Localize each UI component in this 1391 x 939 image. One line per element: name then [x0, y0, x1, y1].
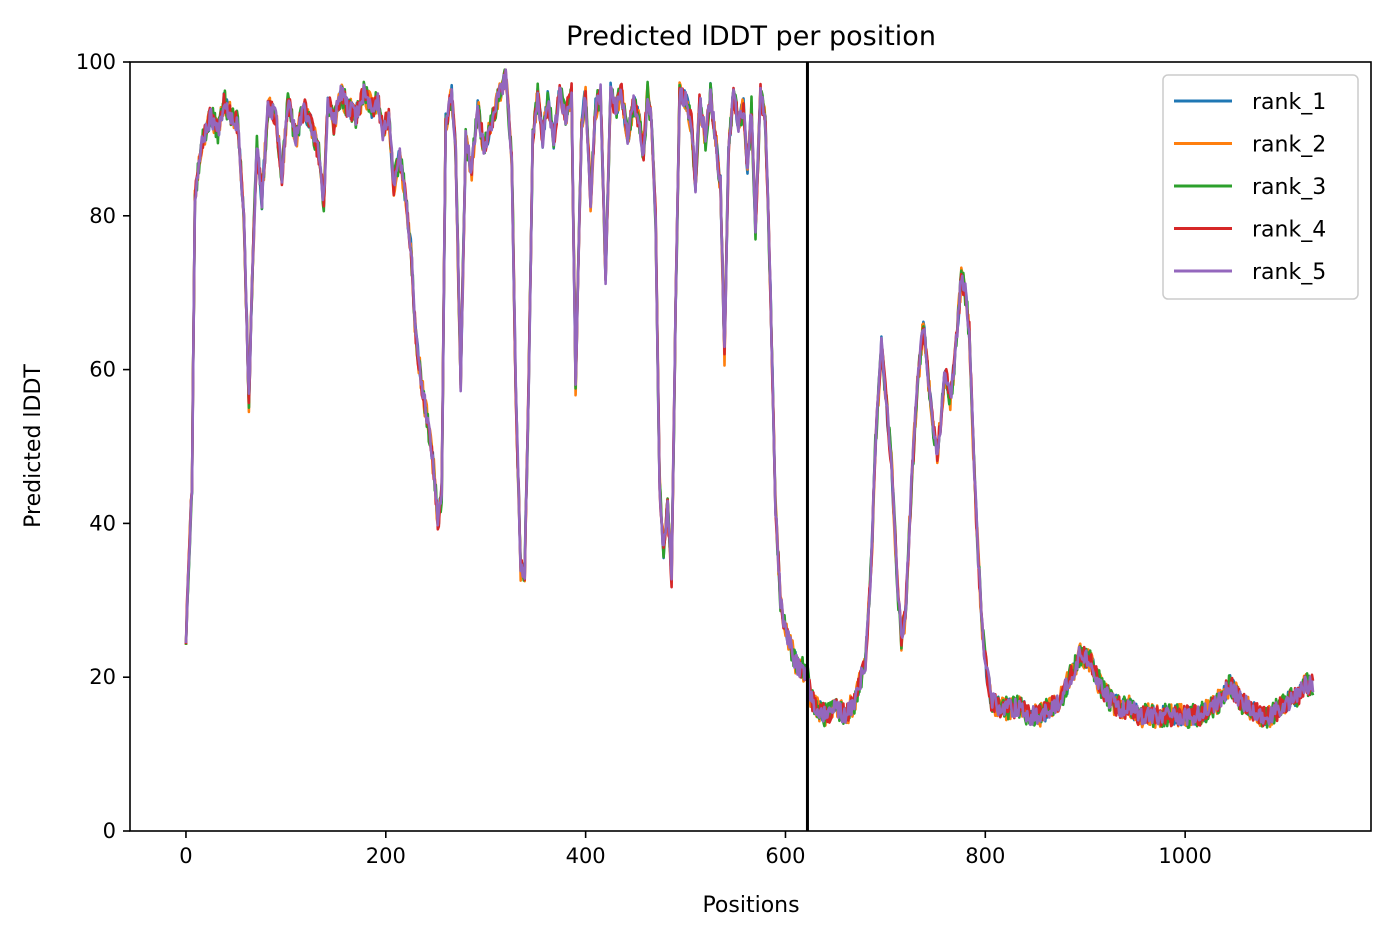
y-tick-label: 80 — [89, 204, 116, 228]
y-tick-label: 0 — [103, 819, 116, 843]
x-axis-label: Positions — [702, 893, 799, 918]
y-tick-label: 40 — [89, 511, 116, 535]
chart-title: Predicted lDDT per position — [566, 21, 936, 52]
legend-label: rank_2 — [1252, 133, 1326, 158]
y-tick-label: 60 — [89, 358, 116, 382]
x-tick-label: 1000 — [1158, 844, 1211, 868]
x-tick-label: 800 — [965, 844, 1005, 868]
x-tick-label: 0 — [179, 844, 192, 868]
series-line-rank-5 — [184, 68, 1315, 727]
y-tick-label: 100 — [76, 50, 116, 74]
legend-label: rank_4 — [1252, 218, 1326, 243]
series-lines — [184, 68, 1315, 729]
legend-label: rank_1 — [1252, 90, 1326, 115]
y-tick-label: 20 — [89, 665, 116, 689]
legend: rank_1 rank_2 rank_3 rank_4 rank_5 — [1162, 74, 1359, 300]
plot-frame — [129, 61, 1372, 832]
x-tick-label: 400 — [566, 844, 606, 868]
y-axis-ticks: 0 20 40 60 80 100 — [76, 50, 130, 843]
y-axis-label: Predicted lDDT — [21, 364, 46, 528]
x-axis-ticks: 0 200 400 600 800 1000 — [179, 831, 1212, 868]
x-tick-label: 200 — [366, 844, 406, 868]
legend-label: rank_3 — [1252, 175, 1326, 200]
legend-box — [1162, 74, 1359, 300]
legend-label: rank_5 — [1252, 260, 1326, 285]
x-tick-label: 600 — [765, 844, 805, 868]
